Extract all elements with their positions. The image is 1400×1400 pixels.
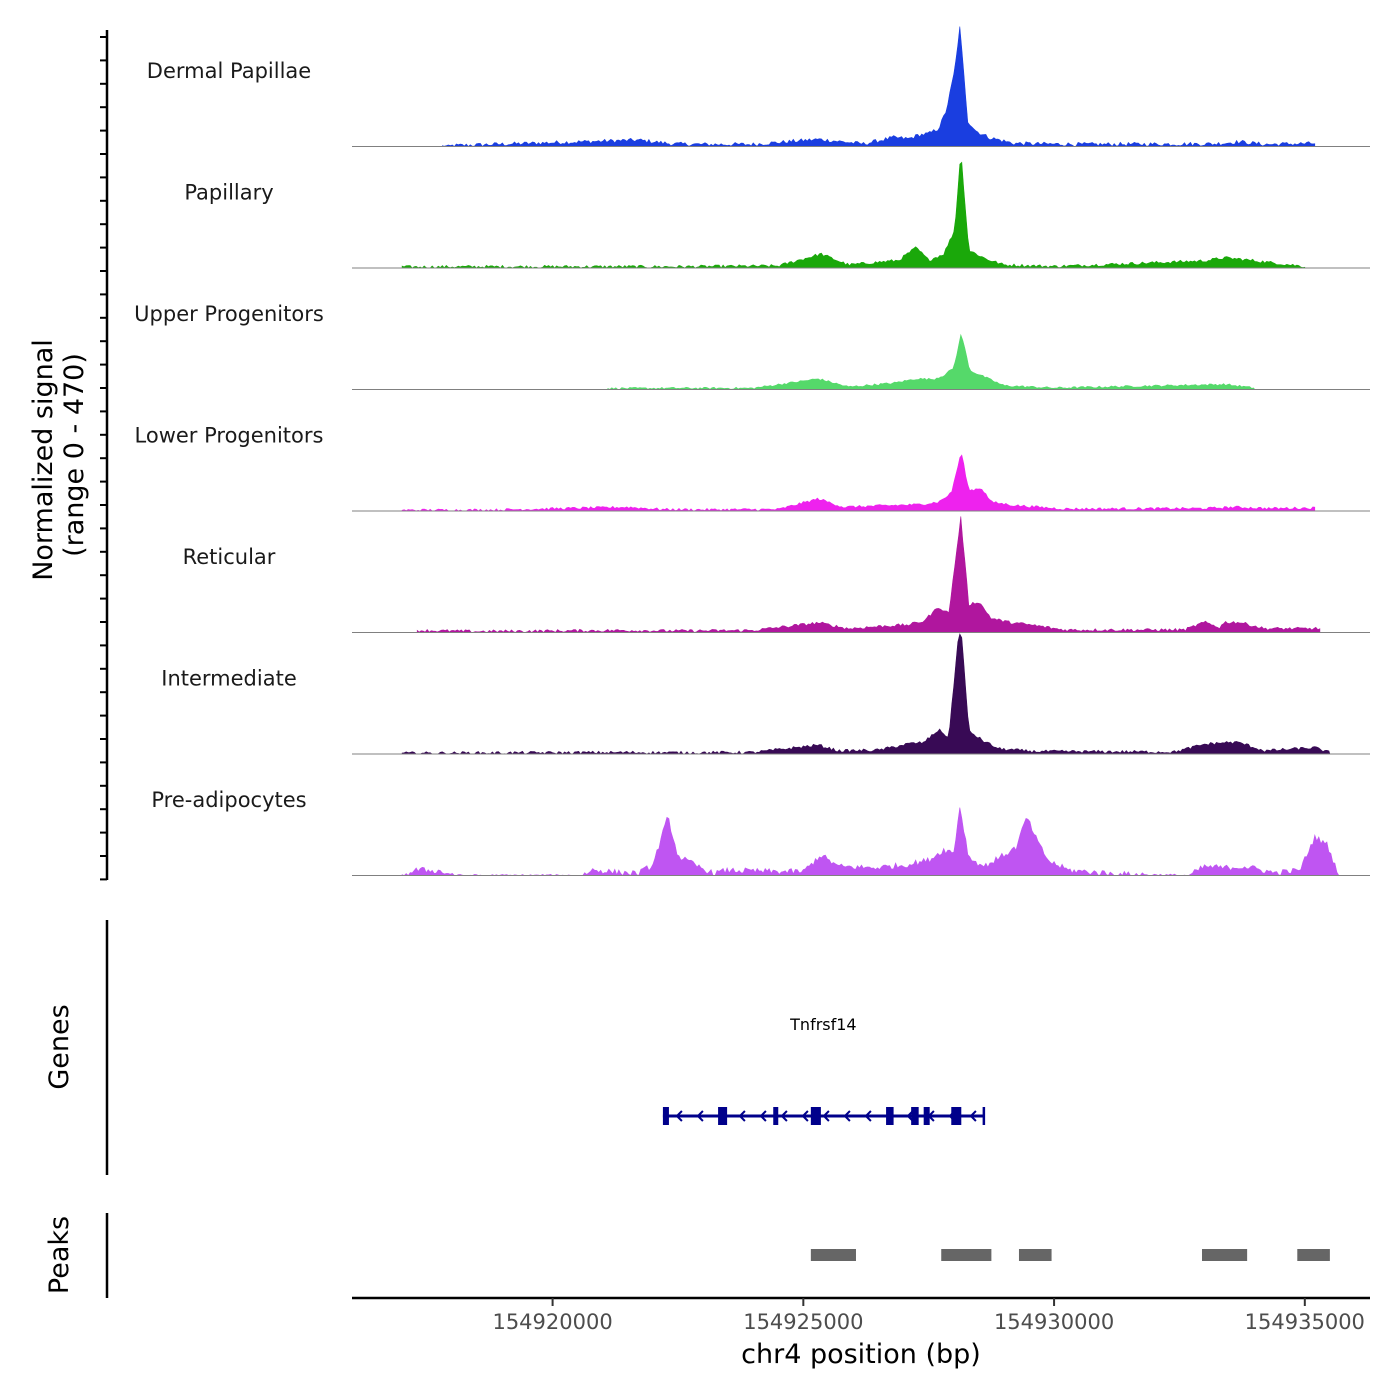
gene-strand-arrow: [780, 1110, 788, 1122]
track-lower-progenitors: Lower Progenitors: [135, 424, 1370, 512]
x-tick-label: 154925000: [743, 1310, 863, 1334]
track-upper-progenitors: Upper Progenitors: [134, 302, 1370, 390]
track-pre-adipocytes: Pre-adipocytes: [151, 788, 1370, 877]
gene-strand-arrow: [843, 1110, 851, 1122]
peak-4: [1202, 1249, 1248, 1261]
gene-exon: [662, 1107, 669, 1125]
track-reticular: Reticular: [183, 516, 1370, 633]
track-dermal-papillae: Dermal Papillae: [147, 26, 1370, 147]
gene-exon: [810, 1107, 821, 1125]
gene-strand-arrow: [675, 1110, 683, 1122]
gene-strand-arrow: [738, 1110, 746, 1122]
peak-1: [810, 1249, 856, 1261]
gene-strand-arrow: [822, 1110, 830, 1122]
gene-tnfrsf14: Tnfrsf14: [662, 1015, 986, 1125]
coverage-area-reticular: [416, 516, 1321, 633]
track-label-reticular: Reticular: [183, 545, 276, 569]
x-tick-label: 154935000: [1245, 1310, 1365, 1334]
gene-exon: [886, 1107, 894, 1125]
gene-strand-arrow: [969, 1110, 977, 1122]
gene-strand-arrow: [759, 1110, 767, 1122]
peaks-axis-title: Peaks: [44, 1216, 75, 1294]
gene-exon: [951, 1107, 962, 1125]
track-label-papillary: Papillary: [184, 181, 273, 205]
coverage-tracks: Dermal Papillae Papillary Upper Progenitor…: [134, 26, 1370, 877]
gene-annotation-track: Tnfrsf14: [662, 1015, 986, 1125]
gene-exon: [773, 1107, 779, 1125]
x-tick-label: 154930000: [994, 1310, 1114, 1334]
gene-strand-arrow: [696, 1110, 704, 1122]
signal-y-ticks: [100, 36, 107, 881]
peak-3: [1018, 1249, 1052, 1261]
track-label-upper-progenitors: Upper Progenitors: [134, 302, 324, 326]
coverage-area-dermal-papillae: [442, 26, 1316, 147]
x-axis-title: chr4 position (bp): [741, 1339, 981, 1370]
gene-exon: [923, 1107, 930, 1125]
coverage-area-papillary: [401, 161, 1306, 269]
track-label-lower-progenitors: Lower Progenitors: [135, 424, 324, 448]
x-tick-label: 154920000: [492, 1310, 612, 1334]
track-label-pre-adipocytes: Pre-adipocytes: [151, 788, 306, 812]
gene-exon: [911, 1107, 919, 1125]
coverage-area-lower-progenitors: [401, 454, 1316, 512]
peaks-track: [810, 1249, 1330, 1261]
gene-exon: [718, 1107, 728, 1125]
x-axis-ticks: 154920000 154925000 154930000 154935000: [492, 1298, 1365, 1334]
track-papillary: Papillary: [184, 161, 1370, 269]
gene-strand-arrow: [864, 1110, 872, 1122]
peak-5: [1297, 1249, 1330, 1261]
coverage-area-intermediate: [401, 633, 1331, 755]
peak-2: [941, 1249, 992, 1261]
track-intermediate: Intermediate: [161, 633, 1370, 755]
gene-label-tnfrsf14: Tnfrsf14: [789, 1015, 856, 1034]
genes-axis-title: Genes: [44, 1004, 75, 1089]
track-label-dermal-papillae: Dermal Papillae: [147, 59, 311, 83]
y-axis-subtitle: (range 0 - 470): [59, 353, 90, 557]
gene-strand-arrow: [801, 1110, 809, 1122]
coverage-area-upper-progenitors: [607, 333, 1256, 390]
y-axis-title: Normalized signal: [28, 339, 59, 581]
track-label-intermediate: Intermediate: [161, 667, 297, 691]
coverage-area-pre-adipocytes: [401, 807, 1340, 877]
